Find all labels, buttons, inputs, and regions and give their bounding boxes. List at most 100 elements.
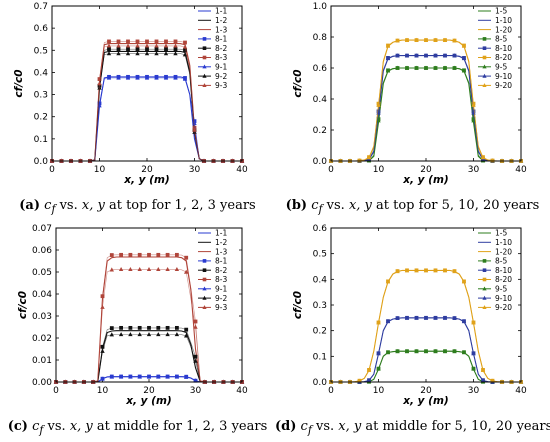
data-point bbox=[163, 51, 169, 56]
legend-marker bbox=[482, 295, 487, 300]
data-point bbox=[147, 252, 151, 257]
data-point bbox=[395, 315, 400, 321]
x-tick-label: 0 bbox=[49, 165, 55, 175]
data-point bbox=[174, 332, 180, 337]
data-point bbox=[116, 43, 121, 48]
series-8-5 bbox=[329, 349, 523, 384]
data-point bbox=[182, 44, 188, 49]
series-line bbox=[52, 77, 242, 162]
data-point bbox=[395, 53, 400, 58]
legend-marker bbox=[202, 305, 207, 309]
data-point bbox=[144, 51, 150, 56]
series-line bbox=[331, 55, 521, 162]
data-point bbox=[183, 48, 187, 53]
data-point bbox=[452, 65, 457, 70]
x-tick-label: 0 bbox=[328, 386, 334, 396]
data-point bbox=[471, 320, 476, 325]
caption-a: (a) cf vs. x, y at top for 1, 2, 3 years bbox=[0, 198, 275, 216]
series-line bbox=[52, 76, 242, 162]
series-1-5 bbox=[331, 67, 521, 162]
caption-vars: x, y bbox=[338, 419, 362, 434]
series-line bbox=[331, 67, 521, 162]
legend-marker bbox=[482, 286, 487, 291]
data-point bbox=[192, 127, 197, 132]
data-point bbox=[106, 75, 112, 80]
x-tick-label: 30 bbox=[468, 165, 480, 175]
data-point bbox=[156, 325, 161, 330]
data-point bbox=[100, 294, 105, 299]
data-point bbox=[135, 75, 140, 80]
data-point bbox=[116, 75, 121, 80]
legend-label: 9-20 bbox=[495, 303, 512, 312]
legend-label: 1-2 bbox=[215, 16, 227, 25]
y-tick-label: 0.00 bbox=[32, 378, 52, 388]
series-line bbox=[52, 45, 242, 162]
legend-label: 8-20 bbox=[495, 275, 512, 284]
data-point bbox=[174, 374, 180, 379]
data-point bbox=[165, 266, 170, 272]
y-tick-label: 0.3 bbox=[313, 301, 327, 311]
x-tick-label: 10 bbox=[94, 165, 106, 175]
data-point bbox=[135, 43, 140, 48]
data-point bbox=[404, 315, 410, 320]
data-point bbox=[154, 43, 159, 48]
data-point bbox=[385, 55, 391, 61]
data-point bbox=[173, 47, 178, 52]
data-point bbox=[442, 268, 448, 273]
series-line bbox=[331, 39, 521, 162]
data-point bbox=[156, 332, 161, 337]
data-point bbox=[442, 37, 448, 42]
series-1-3 bbox=[52, 43, 242, 162]
series-8-5 bbox=[329, 66, 523, 163]
series-8-20 bbox=[329, 268, 523, 384]
data-point bbox=[116, 39, 121, 44]
series-line bbox=[56, 330, 242, 383]
legend-label: 8-1 bbox=[215, 35, 227, 44]
data-point bbox=[385, 43, 391, 48]
x-tick-label: 20 bbox=[420, 386, 432, 396]
legend-marker bbox=[202, 277, 207, 282]
y-tick-label: 0.0 bbox=[313, 378, 328, 388]
legend-marker bbox=[202, 46, 207, 50]
caption-tag: (d) bbox=[275, 419, 297, 434]
legend-label: 1-10 bbox=[495, 16, 512, 25]
x-tick-label: 0 bbox=[53, 386, 59, 396]
data-point bbox=[125, 43, 131, 48]
caption-vars: x, y bbox=[81, 198, 105, 213]
y-tick-label: 0.2 bbox=[313, 126, 327, 136]
data-point bbox=[125, 51, 131, 56]
legend-marker bbox=[482, 73, 487, 78]
x-tick-label: 10 bbox=[373, 165, 385, 175]
data-point bbox=[184, 333, 189, 338]
caption-d: (d) cf vs. x, y at middle for 5, 10, 20 … bbox=[275, 419, 550, 437]
legend-label: 1-20 bbox=[495, 25, 512, 34]
data-point bbox=[442, 315, 448, 320]
legend-marker bbox=[482, 46, 487, 50]
data-point bbox=[376, 102, 381, 107]
data-point bbox=[107, 47, 111, 52]
data-point bbox=[471, 102, 476, 107]
caption-sub: f bbox=[39, 423, 44, 437]
legend-label: 8-5 bbox=[495, 257, 507, 266]
y-tick-label: 0.07 bbox=[32, 224, 52, 234]
caption-b: (b) cf vs. x, y at top for 5, 10, 20 yea… bbox=[275, 198, 550, 216]
data-point bbox=[452, 38, 457, 43]
data-point bbox=[116, 51, 121, 56]
legend-marker bbox=[202, 286, 207, 291]
data-point bbox=[146, 332, 152, 337]
data-point bbox=[137, 374, 142, 379]
data-point bbox=[366, 378, 372, 383]
series-line bbox=[52, 50, 242, 162]
x-tick-label: 40 bbox=[236, 165, 248, 175]
series-line bbox=[331, 351, 521, 383]
data-point bbox=[173, 51, 178, 56]
plot-frame bbox=[51, 5, 243, 162]
data-point bbox=[184, 327, 189, 332]
legend-label: 8-3 bbox=[215, 53, 227, 62]
data-point bbox=[395, 268, 400, 274]
legend-label: 1-20 bbox=[495, 247, 512, 256]
data-point bbox=[125, 75, 131, 80]
legend-label: 8-2 bbox=[215, 266, 227, 275]
data-point bbox=[480, 155, 486, 160]
series-line bbox=[331, 67, 521, 162]
